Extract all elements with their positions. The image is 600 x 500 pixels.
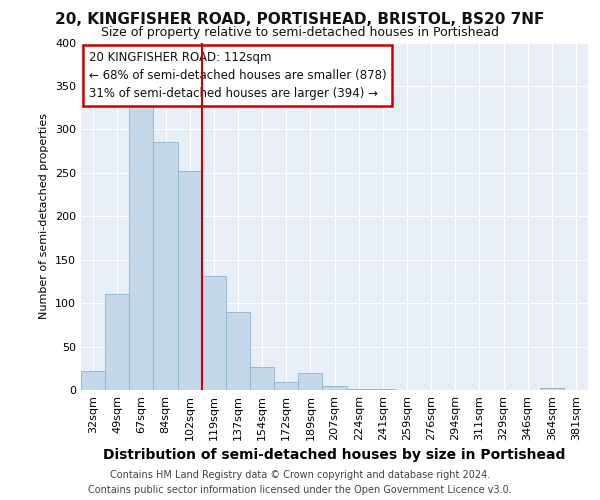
Text: 20, KINGFISHER ROAD, PORTISHEAD, BRISTOL, BS20 7NF: 20, KINGFISHER ROAD, PORTISHEAD, BRISTOL…: [55, 12, 545, 28]
Bar: [226, 312, 250, 390]
Bar: [250, 366, 274, 390]
Bar: [274, 382, 298, 390]
Bar: [347, 389, 371, 390]
Bar: [298, 372, 322, 390]
Bar: [202, 276, 226, 390]
Bar: [322, 386, 347, 390]
Bar: [154, 142, 178, 390]
Y-axis label: Number of semi-detached properties: Number of semi-detached properties: [40, 114, 49, 320]
Text: Contains HM Land Registry data © Crown copyright and database right 2024.
Contai: Contains HM Land Registry data © Crown c…: [88, 470, 512, 495]
Text: Size of property relative to semi-detached houses in Portishead: Size of property relative to semi-detach…: [101, 26, 499, 39]
Text: 20 KINGFISHER ROAD: 112sqm
← 68% of semi-detached houses are smaller (878)
31% o: 20 KINGFISHER ROAD: 112sqm ← 68% of semi…: [89, 51, 386, 100]
Bar: [540, 388, 564, 390]
X-axis label: Distribution of semi-detached houses by size in Portishead: Distribution of semi-detached houses by …: [103, 448, 566, 462]
Bar: [178, 171, 202, 390]
Bar: [129, 104, 154, 390]
Bar: [105, 294, 129, 390]
Bar: [371, 389, 395, 390]
Bar: [81, 371, 105, 390]
